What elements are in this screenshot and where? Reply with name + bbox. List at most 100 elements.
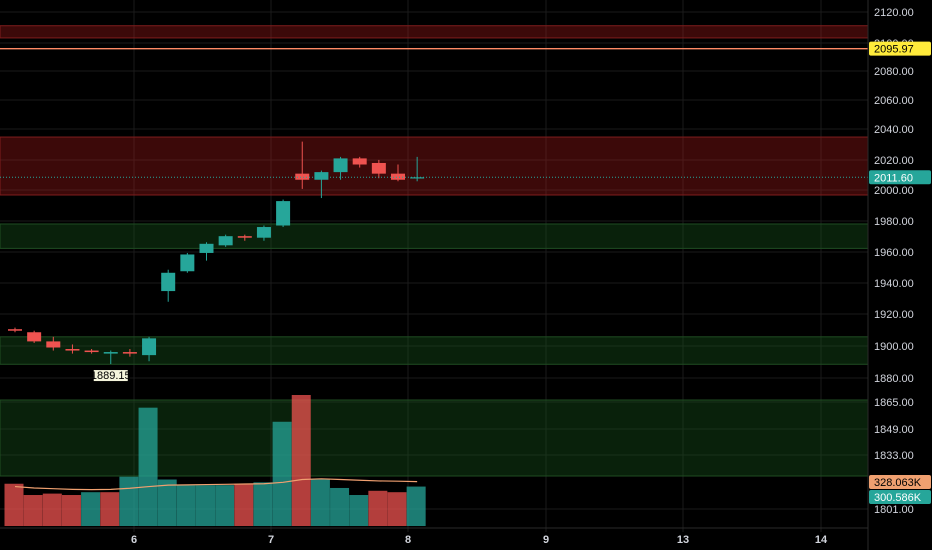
candle: [161, 269, 176, 302]
time-tick-label: 6: [131, 534, 137, 546]
price-tick-label: 1920.00: [874, 309, 914, 321]
candle: [103, 350, 118, 365]
candle-body: [27, 332, 42, 342]
volume-bar: [387, 492, 407, 526]
candle: [237, 234, 252, 241]
volume-bar: [330, 487, 350, 526]
level-price-tag-label: 2095.97: [874, 44, 914, 56]
candle-body: [218, 236, 233, 246]
axis-background: [868, 0, 932, 550]
candle-body: [199, 243, 214, 253]
volume-bar: [61, 495, 81, 526]
price-tick-label: 2000.00: [874, 185, 914, 197]
candle-body: [8, 329, 22, 331]
volume-bar: [310, 479, 330, 526]
candle-body: [256, 227, 271, 238]
volume-ma-tag-label: 328.063K: [874, 477, 922, 489]
price-tick-label: 2080.00: [874, 66, 914, 78]
candle-body: [410, 177, 425, 179]
volume-bar: [157, 479, 177, 526]
price-tick-label: 1960.00: [874, 247, 914, 259]
time-tick-label: 9: [543, 534, 549, 546]
time-axis[interactable]: 6 7 8 9 13 14: [0, 527, 868, 546]
candle-body: [122, 352, 137, 354]
price-tags: 2095.97 2011.60 328.063K 300.586K: [869, 41, 931, 504]
price-axis[interactable]: 2120.002100.002080.002060.002040.002020.…: [867, 0, 932, 550]
price-tick-label: 1940.00: [874, 278, 914, 290]
support-zone: [0, 223, 869, 249]
candle: [391, 164, 405, 182]
low-marker-box: [93, 370, 128, 382]
candle: [333, 156, 348, 180]
price-tick-label: 2120.00: [874, 7, 914, 19]
volume-bar: [349, 495, 369, 526]
volume-tick-label: 1865.00: [874, 397, 914, 409]
candle-body: [352, 158, 367, 165]
volume-ma-tag-box: [869, 475, 931, 489]
volume-bar: [234, 483, 254, 526]
price-tick-label: 2040.00: [874, 124, 914, 136]
candle-body: [295, 173, 310, 180]
volume-last-tag-label: 300.586K: [874, 492, 922, 504]
candle-body: [276, 201, 291, 226]
time-tick-label: 7: [268, 534, 274, 546]
candle-body: [84, 350, 99, 353]
candle-body: [46, 341, 61, 348]
volume-bar: [4, 483, 24, 526]
volume-bar: [138, 407, 158, 526]
volume-bar: [119, 476, 139, 526]
level-price-tag-box: [869, 41, 931, 56]
price-tick-label: 2020.00: [874, 155, 914, 167]
volume-bar: [291, 395, 311, 526]
candle: [8, 327, 22, 333]
volume-bar: [176, 485, 196, 526]
price-tick-label: 1980.00: [874, 216, 914, 228]
volume-support-zone: [0, 399, 869, 477]
candle-body: [103, 352, 118, 354]
volume-last-tag-box: [869, 490, 931, 504]
volume-bar: [253, 482, 273, 526]
candle: [295, 141, 310, 189]
resistance-zone: [0, 25, 869, 39]
volume-bars: [4, 395, 426, 526]
volume-bar: [368, 490, 388, 526]
candle-body: [142, 338, 157, 356]
volume-tick-label: 1801.00: [874, 504, 914, 516]
grid-lines: [0, 0, 868, 532]
time-tick-label: 14: [815, 534, 828, 546]
volume-bar: [406, 486, 426, 526]
resistance-zone: [0, 136, 869, 196]
volume-bar: [42, 493, 62, 526]
candle: [352, 156, 367, 168]
candle: [65, 344, 80, 354]
low-marker-label: 1889.15: [91, 370, 131, 382]
candle: [314, 170, 329, 199]
last-price-tag-label: 2011.60: [874, 172, 913, 184]
candle: [27, 330, 42, 343]
candle: [256, 225, 271, 241]
candle: [142, 336, 157, 362]
volume-tick-label: 1849.00: [874, 424, 914, 436]
volume-bar: [272, 421, 292, 526]
candle-body: [65, 349, 80, 351]
candle-body: [333, 158, 348, 173]
candle-body: [391, 173, 405, 180]
price-tick-label: 1880.00: [874, 373, 914, 385]
price-tick-label: 2060.00: [874, 95, 914, 107]
volume-ma-line: [14, 478, 418, 491]
volume-bar: [196, 485, 215, 526]
candlesticks: [8, 141, 425, 365]
overlays: 1889.15: [0, 47, 868, 382]
time-tick-label: 13: [677, 534, 689, 546]
volume-bar: [23, 495, 43, 526]
candle: [46, 336, 61, 351]
candle: [84, 349, 99, 354]
candle-body: [371, 162, 386, 174]
time-tick-label: 8: [405, 534, 411, 546]
volume-bar: [100, 492, 120, 526]
candle-body: [237, 236, 252, 238]
candle: [276, 199, 291, 228]
volume-tick-label: 1833.00: [874, 450, 914, 462]
price-zones: [0, 25, 869, 477]
